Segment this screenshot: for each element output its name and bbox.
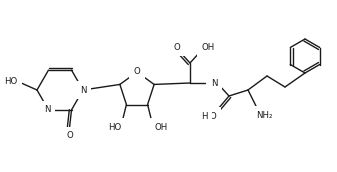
Text: O: O xyxy=(210,111,216,121)
Text: OH: OH xyxy=(155,123,168,132)
Text: N: N xyxy=(80,85,86,94)
Text: N: N xyxy=(211,78,217,88)
Text: HO: HO xyxy=(108,123,121,132)
Text: O: O xyxy=(66,131,73,140)
Text: HO: HO xyxy=(4,77,18,85)
Text: O: O xyxy=(174,42,180,51)
Text: OH: OH xyxy=(202,42,215,51)
Text: N: N xyxy=(44,105,51,114)
Text: H: H xyxy=(201,111,207,121)
Text: O: O xyxy=(134,67,141,76)
Text: NH₂: NH₂ xyxy=(256,110,272,120)
